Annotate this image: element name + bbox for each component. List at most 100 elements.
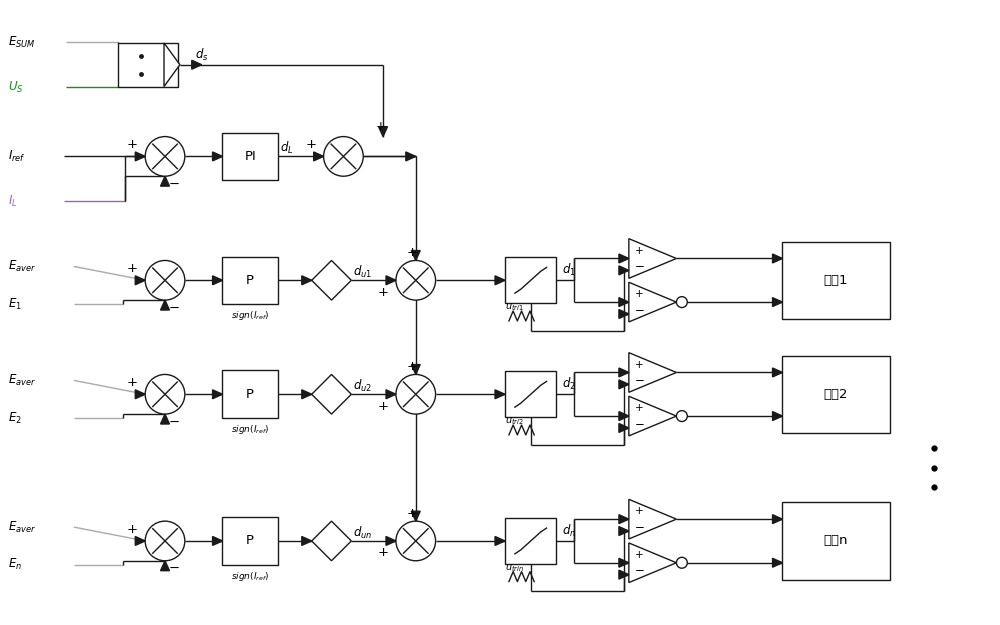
Circle shape [676,411,687,421]
Text: $E_{2}$: $E_{2}$ [8,411,22,426]
Text: $I_L$: $I_L$ [8,194,18,209]
Text: +: + [406,360,417,373]
Text: $E_{n}$: $E_{n}$ [8,558,23,572]
Polygon shape [619,558,629,568]
Polygon shape [164,43,180,86]
Text: −: − [635,521,645,534]
Polygon shape [386,390,396,399]
Polygon shape [629,352,676,392]
Text: +: + [406,246,417,259]
Circle shape [145,374,185,414]
Text: $E_{1}$: $E_{1}$ [8,296,22,312]
Bar [222,132,278,180]
Text: −: − [635,260,645,273]
Text: +: + [378,286,389,299]
Text: −: − [169,177,180,191]
Polygon shape [629,396,676,436]
Text: $d_{u1}$: $d_{u1}$ [353,264,372,281]
Text: +: + [376,120,386,133]
Polygon shape [495,276,505,285]
Polygon shape [619,254,629,263]
Polygon shape [411,364,420,374]
Bar [782,242,890,319]
Text: +: + [127,376,138,389]
Polygon shape [135,276,145,285]
Circle shape [676,558,687,568]
Polygon shape [619,368,629,377]
Polygon shape [161,561,169,571]
Bar [222,517,278,565]
Polygon shape [619,266,629,275]
Polygon shape [161,300,169,310]
Bar [505,371,556,417]
Circle shape [396,374,436,414]
Polygon shape [619,298,629,306]
Polygon shape [161,414,169,424]
Circle shape [676,297,687,308]
Text: −: − [635,304,645,316]
Polygon shape [773,254,782,263]
Polygon shape [619,527,629,536]
Polygon shape [773,412,782,421]
Polygon shape [629,543,676,582]
Text: P: P [246,388,254,401]
Text: +: + [378,546,389,559]
Text: $E_{aver}$: $E_{aver}$ [8,259,37,274]
Text: +: + [406,507,417,520]
Text: +: + [305,138,316,151]
Polygon shape [314,152,324,161]
Text: $d_{u2}$: $d_{u2}$ [353,378,372,394]
Text: +: + [635,506,643,516]
Polygon shape [312,374,351,414]
Text: $E_{SUM}$: $E_{SUM}$ [8,35,36,50]
Bar [782,356,890,433]
Text: +: + [127,138,138,151]
Circle shape [324,137,363,176]
Text: $d_L$: $d_L$ [280,139,294,156]
Polygon shape [619,309,629,319]
Polygon shape [619,424,629,432]
Text: $d_s$: $d_s$ [195,47,208,63]
Text: $I_{ref}$: $I_{ref}$ [8,149,26,164]
Polygon shape [192,60,202,69]
Text: 模块n: 模块n [824,534,848,548]
Text: +: + [635,246,643,256]
Text: −: − [169,416,180,429]
Bar [505,258,556,303]
Text: −: − [635,374,645,387]
Text: PI: PI [244,150,256,163]
Bar [118,43,178,86]
Text: +: + [635,403,643,413]
Text: +: + [635,550,643,560]
Polygon shape [312,261,351,300]
Text: 模块2: 模块2 [824,388,848,401]
Text: $d_{un}$: $d_{un}$ [353,525,373,541]
Circle shape [145,261,185,300]
Text: +: + [378,399,389,412]
Text: P: P [246,534,254,548]
Text: $d_{1}$: $d_{1}$ [562,262,576,278]
Polygon shape [312,521,351,561]
Polygon shape [302,536,312,546]
Text: $sign(I_{ref})$: $sign(I_{ref})$ [231,309,269,322]
Circle shape [396,261,436,300]
Polygon shape [135,390,145,399]
Polygon shape [629,499,676,539]
Polygon shape [619,570,629,579]
Polygon shape [302,276,312,285]
Polygon shape [135,152,145,161]
Text: −: − [169,562,180,575]
Text: −: − [635,564,645,577]
Bar [222,256,278,304]
Polygon shape [406,152,416,161]
Text: $E_{aver}$: $E_{aver}$ [8,519,37,534]
Bar [782,503,890,579]
Bar [222,371,278,418]
Polygon shape [213,152,222,161]
Text: +: + [127,522,138,536]
Text: −: − [169,301,180,314]
Text: $U_S$: $U_S$ [8,79,24,94]
Polygon shape [411,251,420,261]
Polygon shape [379,127,388,137]
Polygon shape [386,536,396,546]
